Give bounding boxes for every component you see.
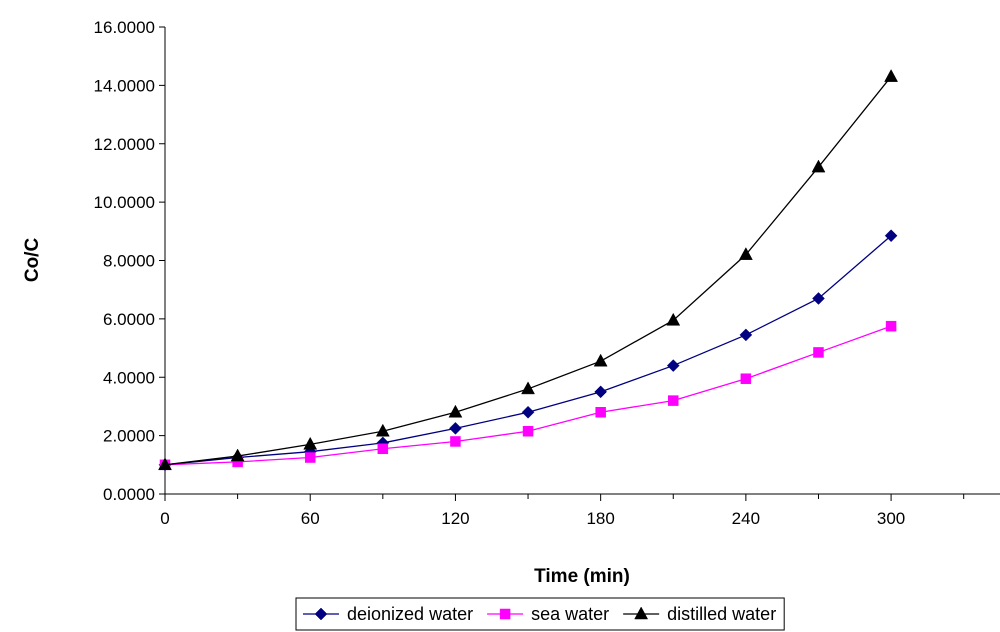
data-point-sea-water	[522, 425, 534, 437]
legend-marker-deionized-water	[314, 607, 328, 621]
data-point-sea-water	[668, 395, 679, 406]
data-point-deionized-water	[884, 229, 898, 243]
data-point-deionized-water	[449, 421, 462, 435]
data-point-distilled-water	[811, 159, 826, 173]
data-point-distilled-water	[521, 381, 535, 395]
data-point-deionized-water	[666, 359, 680, 372]
y-tick-label: 2.0000	[103, 427, 155, 446]
y-tick-label: 10.0000	[94, 193, 155, 212]
x-tick-label: 60	[301, 509, 320, 528]
legend-box	[295, 597, 785, 631]
data-point-deionized-water	[739, 328, 753, 342]
y-axis: 0.0000 2.0000 4.0000 6.0000 8.0000 10.0000 12.…	[94, 18, 166, 504]
legend-label-sea-water: sea water	[531, 604, 609, 624]
y-tick-label: 12.0000	[94, 135, 155, 154]
data-point-deionized-water	[521, 405, 535, 419]
data-point-sea-water	[304, 452, 316, 463]
data-point-distilled-water	[738, 247, 753, 260]
x-tick-label: 0	[160, 509, 169, 528]
legend-marker-sea-water	[499, 608, 511, 620]
y-tick-label: 0.0000	[103, 485, 155, 504]
series-distilled-water	[158, 69, 899, 471]
plot-series	[158, 69, 899, 472]
legend-label-deionized-water: deionized water	[347, 604, 473, 624]
legend-label-distilled-water: distilled water	[667, 604, 776, 624]
data-point-distilled-water	[666, 312, 681, 326]
data-point-sea-water	[595, 407, 606, 418]
data-point-deionized-water	[594, 385, 608, 399]
legend-item-distilled-water: distilled water	[623, 604, 776, 624]
legend-item-sea-water: sea water	[487, 604, 609, 624]
legend: deionized water sea water distilled water	[295, 597, 785, 631]
x-tick-label: 120	[441, 509, 469, 528]
y-tick-label: 4.0000	[103, 368, 155, 387]
x-axis: 0 60 120 180 240 300	[160, 493, 1000, 528]
legend-item-deionized-water: deionized water	[303, 604, 473, 624]
x-tick-label: 300	[877, 509, 905, 528]
data-point-sea-water	[450, 436, 461, 447]
y-tick-label: 8.0000	[103, 252, 155, 271]
data-point-distilled-water	[158, 457, 172, 471]
x-tick-label: 180	[586, 509, 614, 528]
data-point-distilled-water	[375, 423, 390, 437]
x-tick-label: 240	[732, 509, 760, 528]
data-point-distilled-water	[593, 353, 608, 367]
data-point-sea-water	[813, 347, 824, 358]
y-tick-label: 6.0000	[103, 310, 155, 329]
series-line-sea-water	[164, 325, 892, 466]
data-point-distilled-water	[884, 69, 899, 82]
data-point-sea-water	[885, 320, 897, 332]
data-point-deionized-water	[812, 292, 825, 305]
y-axis-title: Co/C	[22, 238, 43, 283]
data-point-distilled-water	[303, 436, 318, 450]
series-sea-water	[159, 320, 897, 471]
legend-marker-distilled-water	[634, 606, 649, 620]
data-point-distilled-water	[230, 448, 245, 462]
x-axis-title: Time (min)	[534, 566, 630, 587]
y-tick-label: 16.0000	[94, 18, 155, 37]
data-point-sea-water	[740, 373, 752, 384]
y-tick-label: 14.0000	[94, 76, 155, 95]
data-point-sea-water	[377, 443, 389, 455]
data-point-distilled-water	[448, 404, 463, 418]
